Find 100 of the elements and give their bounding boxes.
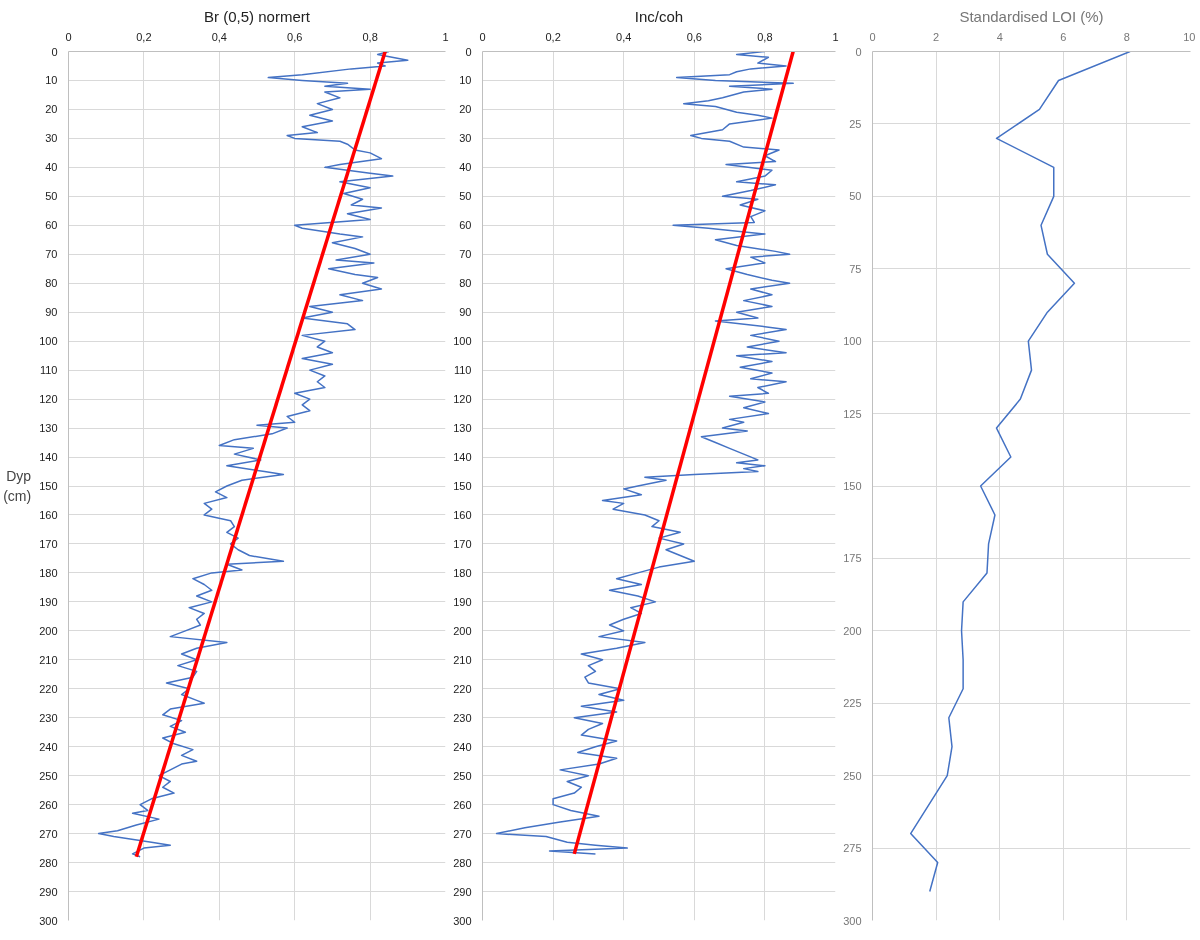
- y-tick-label: 160: [453, 508, 472, 521]
- y-tick-label: 300: [453, 914, 472, 927]
- y-tick-label: 50: [849, 190, 862, 203]
- x-tick-label: 10: [1183, 30, 1196, 43]
- y-tick-label: 280: [39, 856, 58, 869]
- chart-title: Standardised LOI (%): [959, 7, 1104, 25]
- x-tick-label: 6: [1060, 30, 1067, 43]
- y-tick-label: 150: [453, 480, 472, 492]
- x-tick-label: 0: [479, 30, 486, 43]
- y-tick-label: 200: [843, 624, 862, 637]
- chart-title: Br (0,5) normert: [204, 7, 311, 25]
- y-tick-label: 270: [453, 827, 472, 840]
- y-tick-label: 80: [45, 277, 58, 290]
- x-tick-label: 0: [65, 30, 72, 43]
- x-tick-label: 0,6: [686, 30, 702, 43]
- y-tick-label: 100: [39, 335, 58, 348]
- y-tick-label: 220: [39, 682, 58, 695]
- y-tick-label: 30: [459, 132, 472, 145]
- y-tick-label: 0: [465, 45, 472, 58]
- y-tick-label: 120: [39, 393, 58, 406]
- y-tick-label: 175: [843, 552, 862, 565]
- y-tick-label: 200: [453, 624, 472, 637]
- x-tick-label: 0,6: [287, 30, 303, 43]
- y-tick-label: 140: [453, 451, 472, 464]
- y-tick-label: 0: [51, 45, 58, 58]
- y-tick-label: 240: [39, 740, 58, 753]
- line-series: [909, 51, 1131, 893]
- y-tick-label: 250: [843, 769, 862, 782]
- chart-title: Inc/coh: [634, 7, 684, 25]
- x-tick-label: 0,2: [545, 30, 561, 43]
- y-tick-label: 140: [39, 451, 58, 464]
- y-tick-label: 110: [39, 364, 58, 377]
- y-tick-label: 100: [843, 335, 862, 348]
- y-tick-label: 190: [39, 595, 58, 608]
- y-tick-label: 10: [459, 74, 472, 87]
- y-tick-label: 25: [849, 117, 862, 130]
- y-axis-title: Dyp (cm): [3, 468, 32, 504]
- y-tick-label: 280: [453, 856, 472, 869]
- y-tick-label: 275: [843, 842, 862, 855]
- x-tick-label: 0,4: [211, 30, 227, 43]
- y-tick-label: 300: [39, 914, 58, 927]
- y-tick-label: 10: [45, 74, 58, 87]
- y-tick-label: 75: [849, 262, 862, 275]
- y-tick-label: 110: [453, 364, 472, 377]
- y-tick-label: 50: [45, 190, 58, 203]
- y-tick-label: 190: [453, 595, 472, 608]
- x-tick-label: 2: [933, 30, 940, 43]
- y-tick-label: 220: [453, 682, 472, 695]
- y-tick-label: 150: [39, 480, 58, 492]
- y-tick-label: 40: [459, 161, 472, 174]
- y-tick-label: 290: [39, 885, 58, 898]
- y-tick-label: 130: [39, 422, 58, 435]
- y-tick-label: 200: [39, 624, 58, 637]
- y-tick-label: 250: [39, 769, 58, 782]
- x-tick-label: 1: [442, 30, 449, 43]
- y-tick-label: 125: [843, 407, 862, 420]
- x-tick-label: 0,8: [757, 30, 773, 43]
- y-tick-label: 225: [843, 697, 862, 710]
- y-tick-label: 250: [453, 769, 472, 782]
- y-tick-label: 80: [459, 277, 472, 290]
- y-tick-label: 130: [453, 422, 472, 435]
- x-tick-label: 0,4: [616, 30, 632, 43]
- y-tick-label: 260: [39, 798, 58, 811]
- y-tick-label: 60: [459, 219, 472, 232]
- x-tick-label: 1: [832, 30, 839, 43]
- y-tick-label: 170: [39, 537, 58, 550]
- y-tick-label: 50: [459, 190, 472, 203]
- y-tick-label: 170: [453, 537, 472, 550]
- y-tick-label: 120: [453, 393, 472, 406]
- line-series: [495, 51, 794, 855]
- line-series: [97, 51, 409, 858]
- x-tick-label: 0,8: [362, 30, 378, 43]
- y-tick-label: 90: [459, 306, 472, 319]
- y-tick-label: 290: [453, 885, 472, 898]
- y-tick-label: 270: [39, 827, 58, 840]
- x-tick-label: 0: [869, 30, 876, 43]
- y-tick-label: 70: [45, 248, 58, 261]
- y-tick-label: 20: [45, 103, 58, 116]
- y-tick-label: 180: [39, 566, 58, 579]
- y-tick-label: 60: [45, 219, 58, 232]
- y-tick-label: 160: [39, 508, 58, 521]
- y-tick-label: 70: [459, 248, 472, 261]
- y-tick-label: 180: [453, 566, 472, 579]
- y-tick-label: 260: [453, 798, 472, 811]
- x-tick-label: 8: [1123, 30, 1130, 43]
- y-tick-label: 210: [39, 653, 58, 666]
- y-tick-label: 40: [45, 161, 58, 174]
- y-tick-label: 230: [453, 711, 472, 724]
- y-tick-label: 100: [453, 335, 472, 348]
- x-tick-label: 4: [996, 30, 1003, 43]
- y-tick-label: 210: [453, 653, 472, 666]
- y-tick-label: 20: [459, 103, 472, 116]
- y-tick-label: 90: [45, 306, 58, 319]
- y-tick-label: 240: [453, 740, 472, 753]
- y-tick-label: 230: [39, 711, 58, 724]
- x-tick-label: 0,2: [136, 30, 152, 43]
- y-tick-label: 150: [843, 480, 862, 492]
- y-tick-label: 300: [843, 914, 862, 927]
- y-tick-label: 0: [855, 45, 862, 58]
- y-tick-label: 30: [45, 132, 58, 145]
